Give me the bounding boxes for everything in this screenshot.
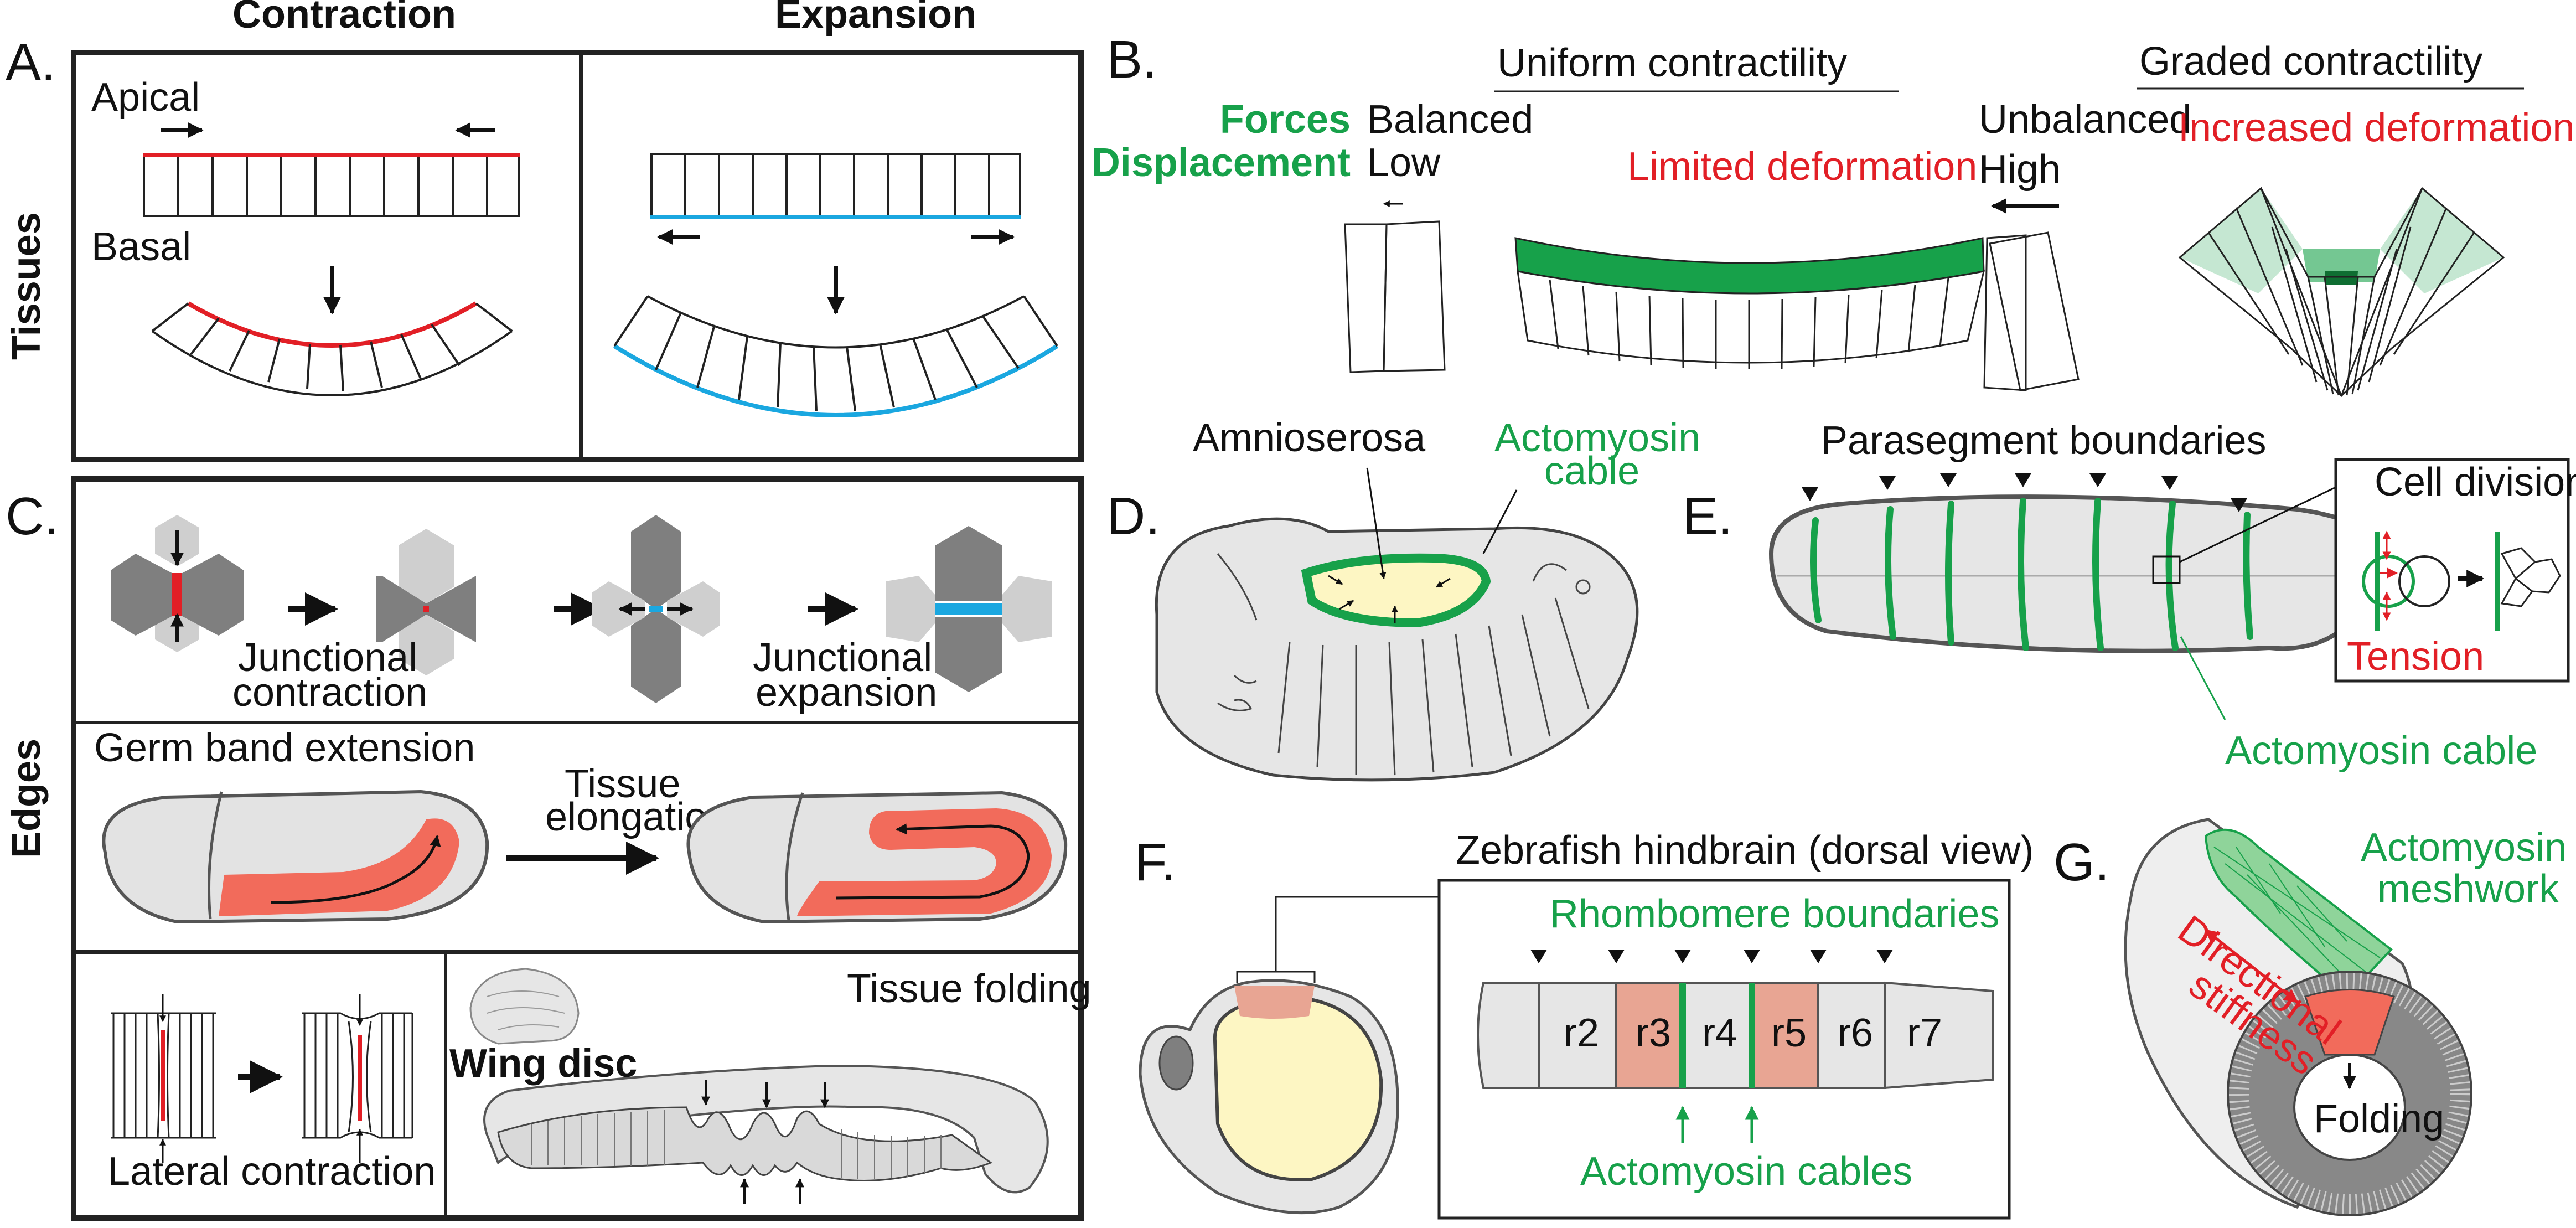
low-label: Low <box>1367 141 1441 185</box>
actomyosin-cable-d-line2: cable <box>1544 449 1639 493</box>
actomyosin-cable-e-label: Actomyosin cable <box>2225 729 2537 773</box>
lateral-cells-before <box>111 994 216 1163</box>
forces-label: Forces <box>1220 97 1351 142</box>
panel-f: Zebrafish hindbrain (dorsal view) Rhombo… <box>1139 828 2034 1220</box>
unbalanced-label: Unbalanced <box>1979 97 2191 142</box>
germband-embryo <box>1768 494 2389 653</box>
amnioserosa-region <box>1301 553 1491 628</box>
basal-label: Basal <box>91 225 191 269</box>
panel-b: Uniform contractility Graded contractili… <box>1092 39 2574 398</box>
apical-label: Apical <box>91 75 200 120</box>
rhombomere-boundary-markers <box>1530 950 1893 963</box>
zebrafish-embryo <box>1139 896 1439 1215</box>
amnioserosa-label: Amnioserosa <box>1193 416 1426 460</box>
wing-disc-icon <box>469 968 580 1045</box>
cell-division-diagram <box>2362 530 2561 631</box>
row-label-tissues: Tissues <box>4 212 49 360</box>
rhombomere-r2: r2 <box>1564 1011 1599 1055</box>
contraction-header: Contraction <box>232 0 456 37</box>
balanced-cell-pair <box>1344 220 1446 373</box>
rhombomere-boundaries-label: Rhombomere boundaries <box>1550 892 1999 936</box>
parasegment-cables <box>1810 498 2253 651</box>
row-label-edges: Edges <box>4 739 49 858</box>
balanced-label: Balanced <box>1367 97 1533 142</box>
cell-division-label: Cell division: <box>2375 460 2576 504</box>
junctional-contraction-line2: contraction <box>232 670 427 715</box>
panel-label-c: C. <box>6 487 59 546</box>
panel-label-g: G. <box>2053 833 2109 892</box>
high-label: High <box>1979 147 2061 192</box>
graded-title: Graded contractility <box>2139 39 2482 84</box>
folding-tissue-section <box>483 1064 1049 1204</box>
contraction-flat-sheet <box>143 153 520 217</box>
lateral-cells-after <box>302 994 413 1163</box>
dorsal-closure-embryo <box>1155 517 1639 782</box>
lateral-contraction-label: Lateral contraction <box>108 1149 436 1194</box>
panel-e: Parasegment boundaries Actomyosin cable … <box>1768 419 2576 773</box>
uniform-title: Uniform contractility <box>1497 41 1847 85</box>
uniform-curved-sheet <box>1514 237 1985 369</box>
rhombomere-r3: r3 <box>1636 1011 1671 1055</box>
panel-label-b: B. <box>1107 30 1157 89</box>
panel-label-e: E. <box>1683 487 1733 546</box>
contraction-curved-sheet <box>151 301 513 396</box>
panel-label-f: F. <box>1135 833 1176 892</box>
germ-band-extension-label: Germ band extension <box>94 726 475 770</box>
junction-hex-group-2 <box>376 529 476 675</box>
panel-a: Contraction Expansion Apical Basal <box>71 0 1084 462</box>
panel-c-frame <box>71 476 1084 1221</box>
panel-g: Folding Directional stiffness Actomyosin… <box>2124 818 2567 1216</box>
panel-a-frame <box>71 50 1084 462</box>
graded-folded-sheet <box>2178 187 2505 398</box>
rhombomere-r6: r6 <box>1838 1011 1873 1055</box>
junctional-expansion-line2: expansion <box>756 670 937 715</box>
boundary-markers <box>1802 473 2247 512</box>
rhombomere-r7: r7 <box>1907 1011 1942 1055</box>
actomyosin-cable-d-line1: Actomyosin <box>1494 416 1700 460</box>
expansion-curved-sheet <box>613 295 1059 417</box>
junctional-contraction-line1: Junctional <box>238 636 417 680</box>
rhombomere-row <box>1477 981 1994 1090</box>
rhombomere-r5: r5 <box>1771 1011 1807 1055</box>
embryo-before-elongation <box>102 790 489 924</box>
panel-c: Junctional contraction Junctional expans… <box>71 476 1092 1221</box>
embryo-after-elongation <box>686 791 1068 924</box>
actomyosin-meshwork-line2: meshwork <box>2377 867 2559 911</box>
junctional-expansion-line1: Junctional <box>753 636 932 680</box>
displacement-label: Displacement <box>1092 141 1351 185</box>
limited-deformation-label: Limited deformation <box>1627 145 1977 189</box>
folding-label: Folding <box>2314 1097 2444 1141</box>
actomyosin-cables-label: Actomyosin cables <box>1580 1149 1912 1194</box>
junction-hex-group-3 <box>592 515 720 703</box>
tissue-elongation-line1: Tissue <box>565 762 680 806</box>
tissue-folding-label: Tissue folding <box>847 967 1092 1011</box>
expansion-header: Expansion <box>775 0 976 37</box>
parasegment-boundaries-label: Parasegment boundaries <box>1821 419 2267 463</box>
junction-hex-group-1 <box>111 515 244 652</box>
wing-disc-label: Wing disc <box>449 1041 637 1086</box>
unbalanced-cell-pair <box>1983 231 2080 391</box>
junction-hex-group-4 <box>886 526 1052 692</box>
panel-label-a: A. <box>6 33 56 92</box>
panel-d: Amnioserosa Actomyosin cable <box>1155 416 1700 782</box>
panel-label-d: D. <box>1107 487 1160 546</box>
expansion-flat-sheet <box>650 153 1021 219</box>
rhombomere-r4: r4 <box>1702 1011 1737 1055</box>
apical-constriction-region <box>2304 989 2395 1056</box>
hindbrain-title: Zebrafish hindbrain (dorsal view) <box>1456 828 2034 873</box>
increased-deformation-label: Increased deformation <box>2178 106 2574 150</box>
tension-label: Tension <box>2347 634 2484 679</box>
folding-lumen <box>2293 1054 2406 1161</box>
actomyosin-meshwork-line1: Actomyosin <box>2361 825 2567 870</box>
